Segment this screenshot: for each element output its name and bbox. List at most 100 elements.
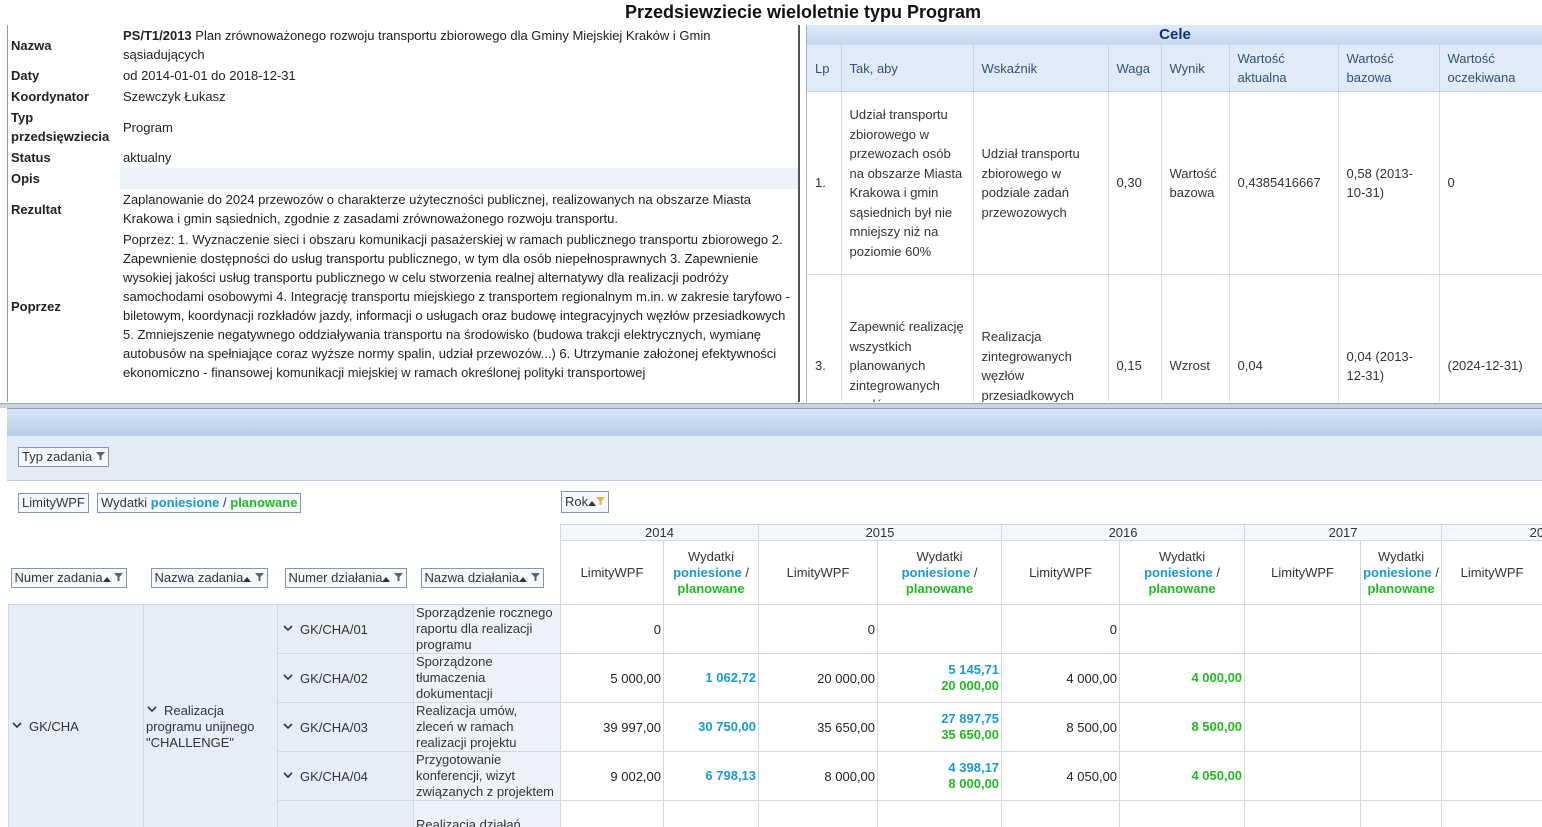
details-row: Koordynator Szewczyk Łukasz xyxy=(8,86,798,107)
action-number: GK/CHA/01 xyxy=(277,604,414,654)
expenses-cell xyxy=(877,800,1003,827)
expenses-separator: / xyxy=(223,495,227,510)
limit-cell: 9 002,00 xyxy=(560,751,664,801)
limit-cell xyxy=(560,800,664,827)
sort-icon xyxy=(382,577,391,583)
details-text: Plan zrównoważonego rozwoju transportu z… xyxy=(123,28,711,62)
expenses-label: Wydatki xyxy=(916,548,963,564)
limit-cell: 0 xyxy=(1001,604,1121,654)
details-text: Poprzez: 1. Wyznaczenie sieci i obszaru … xyxy=(123,232,790,380)
expenses-cell xyxy=(1360,653,1443,703)
filter-button[interactable]: Typ zadania xyxy=(18,447,109,467)
goals-cell: 0,58 (2013-10-31) xyxy=(1338,91,1440,275)
splitter[interactable] xyxy=(0,403,1542,408)
expand-icon[interactable] xyxy=(282,673,296,683)
row-field-button[interactable]: Nazwa działania xyxy=(420,568,544,589)
row-field-cell: Nazwa zadania xyxy=(143,524,278,605)
year-header: 2014 xyxy=(559,524,760,541)
expenses-separator: / xyxy=(1435,564,1439,580)
pivot-row: GK/CHA/04 Przygotowanie konferencji, wizy… xyxy=(9,751,1542,801)
funnel-icon xyxy=(596,497,606,505)
sort-icon xyxy=(588,501,597,506)
details-table: Nazwa PS/T1/2013 Plan zrównoważonego rozw… xyxy=(8,25,798,383)
expenses-header: Wydatki poniesione / planowane xyxy=(1360,540,1443,605)
spent-value: 30 750,00 xyxy=(698,719,757,734)
limit-cell xyxy=(758,800,879,827)
column-field-button[interactable]: Rok xyxy=(561,491,610,513)
goals-cell: 0,04 (2013-12-31) xyxy=(1338,274,1440,402)
limit-value: 5 000,00 xyxy=(610,670,661,686)
limit-cell: 8 000,00 xyxy=(758,751,879,801)
pivot-sub-row: LimityWPF Wydatki poniesione / planowane Li… xyxy=(9,540,1542,605)
details-label: Nazwa xyxy=(11,37,52,53)
limit-cell xyxy=(1441,604,1542,654)
expand-icon[interactable] xyxy=(146,705,160,715)
sort-icon xyxy=(519,577,528,583)
goals-cell: Wzrost xyxy=(1161,274,1230,402)
expand-icon[interactable] xyxy=(282,722,296,732)
details-value xyxy=(120,168,798,189)
details-text: Szewczyk Łukasz xyxy=(123,89,226,104)
row-field-label: Numer zadania xyxy=(14,570,103,586)
details-label: Typ przedsięwziecia xyxy=(11,110,110,144)
limit-value: 39 997,00 xyxy=(603,719,661,735)
goals-cell: 0,04 xyxy=(1229,274,1339,402)
row-field-label: Nazwa działania xyxy=(424,570,520,586)
data-field-limit[interactable]: LimityWPF xyxy=(18,493,89,513)
year-header: 2018 xyxy=(1441,524,1542,541)
pivot-row: Realizacja działań xyxy=(9,800,1542,827)
expenses-header: Wydatki poniesione / planowane xyxy=(877,540,1003,605)
goals-header: Lp Tak, aby Wskaźnik Waga Wynik Wartość aktua… xyxy=(807,45,1542,92)
details-value: aktualny xyxy=(120,147,798,168)
details-row: Typ przedsięwziecia Program xyxy=(8,107,798,147)
details-text: od 2014-01-01 do 2018-12-31 xyxy=(123,68,296,83)
planned-value: 4 050,00 xyxy=(1191,768,1243,783)
limit-value: 20 000,00 xyxy=(817,670,876,686)
spent-value: 5 145,71 xyxy=(948,662,1000,677)
action-number-text: GK/CHA/01 xyxy=(300,621,368,637)
goals-body: 1. Udział transportu zbiorowego w przewoz… xyxy=(807,91,1542,402)
goals-cell: Udział transportu zbiorowego w podziale … xyxy=(973,91,1109,275)
goals-cell: Udział transportu zbiorowego w przewozac… xyxy=(841,91,974,275)
funnel-icon xyxy=(530,573,540,582)
expenses-separator: / xyxy=(973,564,978,580)
spent-value: 1 062,72 xyxy=(705,670,757,685)
expand-icon[interactable] xyxy=(282,624,296,634)
details-value: Program xyxy=(120,107,798,147)
row-field-button[interactable]: Numer działania xyxy=(284,568,408,589)
funnel-icon xyxy=(95,452,105,460)
expand-icon[interactable] xyxy=(11,721,25,731)
expenses-planned: planowane xyxy=(677,580,745,596)
limit-cell xyxy=(1441,702,1542,752)
limit-cell: 8 500,00 xyxy=(1001,702,1121,752)
limit-cell: 35 650,00 xyxy=(758,702,879,752)
expenses-cell: 6 798,13 xyxy=(662,751,760,801)
limit-cell: 4 050,00 xyxy=(1001,751,1121,801)
task-name: Realizacja programu unijnego "CHALLENGE" xyxy=(143,604,278,827)
data-field-expenses[interactable]: Wydatki poniesione / planowane xyxy=(97,493,302,513)
details-label: Daty xyxy=(11,68,40,83)
expenses-cell xyxy=(1119,800,1246,827)
expenses-cell: 8 500,00 xyxy=(1119,702,1246,752)
goals-cell: 1. xyxy=(807,91,842,275)
expenses-planned: planowane xyxy=(1367,580,1435,596)
limit-cell: 20 000,00 xyxy=(758,653,879,703)
row-field-button[interactable]: Nazwa zadania xyxy=(150,568,269,589)
expenses-planned: planowane xyxy=(905,580,974,596)
limit-value: 8 500,00 xyxy=(1066,719,1118,735)
limit-cell: 5 000,00 xyxy=(560,653,664,703)
task-number: GK/CHA xyxy=(8,604,144,827)
expand-icon[interactable] xyxy=(282,771,296,781)
goals-row: 1. Udział transportu zbiorowego w przewoz… xyxy=(807,91,1542,275)
details-row: Nazwa PS/T1/2013 Plan zrównoważonego rozw… xyxy=(8,25,798,65)
limit-value: 0 xyxy=(653,621,661,637)
funnel-icon xyxy=(255,573,265,582)
action-name: Realizacja działań xyxy=(413,800,561,827)
row-field-button[interactable]: Numer zadania xyxy=(10,568,128,589)
expenses-cell: 4 050,00 xyxy=(1119,751,1246,801)
goals-column-header: Wartość aktualna xyxy=(1229,45,1339,92)
limit-cell xyxy=(1244,653,1362,703)
expenses-cell xyxy=(1119,604,1246,654)
goals-cell: 0,15 xyxy=(1108,274,1162,402)
expenses-cell: 4 000,00 xyxy=(1119,653,1246,703)
